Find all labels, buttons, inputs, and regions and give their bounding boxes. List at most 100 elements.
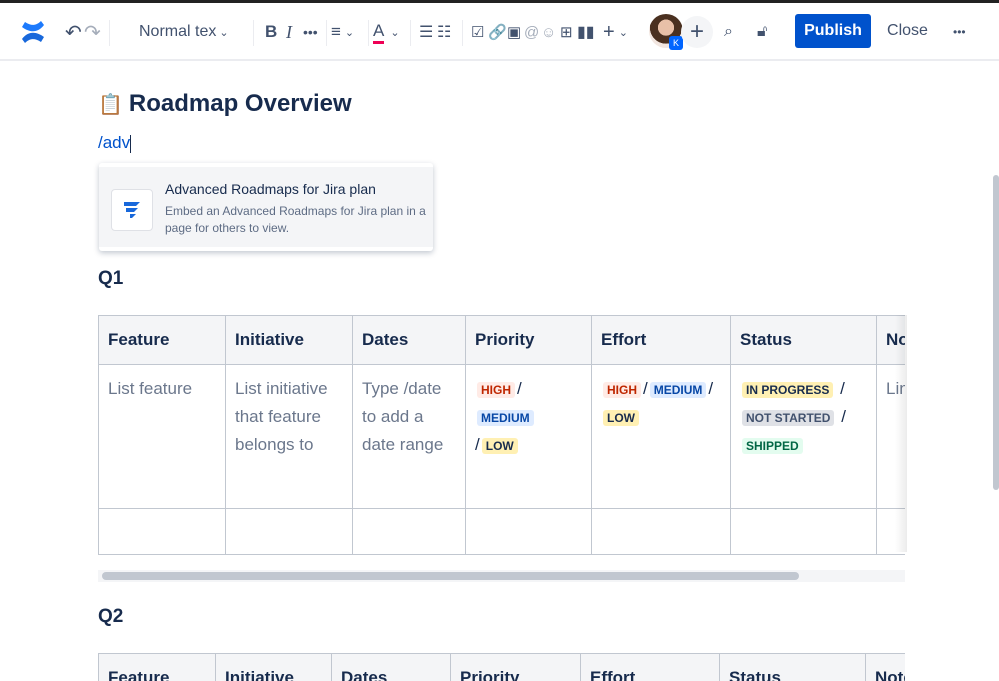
- redo-icon[interactable]: ↷: [84, 21, 101, 44]
- separator: /: [475, 435, 480, 454]
- slash-command-input[interactable]: /adv: [98, 133, 132, 153]
- cell-initiative[interactable]: List initiative that feature belongs to: [225, 364, 353, 509]
- menu-item-description: Embed an Advanced Roadmaps for Jira plan…: [165, 204, 426, 235]
- window-top-border: [0, 0, 999, 3]
- status-lozenge-high[interactable]: HIGH: [477, 382, 515, 398]
- header-status[interactable]: Status: [730, 315, 877, 365]
- cell-empty[interactable]: [352, 508, 466, 555]
- status-lozenge-high[interactable]: HIGH: [603, 382, 641, 398]
- table-overflow-shadow: [895, 315, 907, 552]
- page-title-text: Roadmap Overview: [128, 90, 352, 117]
- numbered-list-icon[interactable]: ☷: [437, 24, 452, 41]
- header-priority[interactable]: Priority: [465, 315, 592, 365]
- italic-icon[interactable]: I: [286, 21, 292, 42]
- header-dates[interactable]: Dates: [331, 653, 451, 681]
- status-lozenge-in-progress[interactable]: IN PROGRESS: [742, 382, 834, 398]
- editor-toolbar: ↶ ↷ Normal tex ⌄ B I ••• ≡ ⌄ A ⌄ ☰ ☷ ☑ 🔗 ▣ …: [0, 3, 999, 61]
- header-feature[interactable]: Feature: [98, 315, 226, 365]
- separator: /: [841, 407, 846, 426]
- header-notes[interactable]: Notes: [865, 653, 905, 681]
- separator: /: [708, 379, 714, 398]
- cell-empty[interactable]: [225, 508, 353, 555]
- status-lozenge-not-started[interactable]: NOT STARTED: [742, 410, 835, 426]
- header-dates[interactable]: Dates: [352, 315, 466, 365]
- header-feature[interactable]: Feature: [98, 653, 216, 681]
- status-lozenge-low[interactable]: LOW: [603, 410, 639, 426]
- header-initiative[interactable]: Initiative: [225, 315, 353, 365]
- table-header-row: Feature Initiative Dates Priority Effort…: [98, 315, 905, 365]
- emoji-icon[interactable]: ☺: [541, 23, 557, 41]
- align-icon[interactable]: ≡ ⌄: [331, 22, 355, 41]
- image-icon[interactable]: ▣: [507, 24, 522, 41]
- page-title[interactable]: 📋 Roadmap Overview: [98, 90, 352, 118]
- mention-icon[interactable]: @: [524, 23, 540, 41]
- divider: [109, 20, 110, 46]
- header-effort[interactable]: Effort: [591, 315, 731, 365]
- link-icon[interactable]: 🔗: [488, 24, 507, 41]
- divider: [410, 20, 411, 46]
- action-item-icon[interactable]: ☑: [471, 24, 485, 41]
- section-heading-q1: Q1: [98, 268, 124, 289]
- text-style-label: Normal tex: [139, 23, 217, 40]
- section-heading-q2: Q2: [98, 606, 124, 627]
- page-vertical-scrollbar[interactable]: [993, 175, 999, 490]
- text-caret: [130, 134, 132, 153]
- confluence-logo-icon[interactable]: [20, 3, 46, 61]
- table-row-empty: [98, 508, 905, 555]
- unlock-icon[interactable]: 🔓︎: [757, 23, 768, 40]
- cell-priority[interactable]: HIGH/MEDIUM / LOW: [465, 364, 592, 509]
- text-color-icon[interactable]: A ⌄: [373, 3, 400, 61]
- cell-feature[interactable]: List feature: [98, 364, 226, 509]
- publish-button[interactable]: Publish: [795, 14, 871, 48]
- insert-plus-icon[interactable]: + ⌄: [603, 20, 628, 43]
- header-priority[interactable]: Priority: [450, 653, 581, 681]
- text-style-dropdown[interactable]: Normal tex ⌄: [139, 3, 229, 61]
- header-effort[interactable]: Effort: [580, 653, 720, 681]
- q1-table: Feature Initiative Dates Priority Effort…: [98, 315, 905, 555]
- table-row: List feature List initiative that featur…: [98, 364, 905, 509]
- command-text: /adv: [98, 133, 131, 152]
- bold-icon[interactable]: B: [265, 22, 278, 41]
- cell-empty[interactable]: [591, 508, 731, 555]
- divider: [368, 20, 369, 46]
- status-lozenge-shipped[interactable]: SHIPPED: [742, 438, 803, 454]
- separator: /: [643, 379, 648, 398]
- undo-icon[interactable]: ↶: [65, 21, 82, 44]
- avatar-badge: K: [669, 36, 683, 50]
- divider: [462, 20, 463, 46]
- scrollbar-thumb[interactable]: [102, 572, 799, 580]
- cell-effort[interactable]: HIGH / MEDIUM / LOW: [591, 364, 731, 509]
- invite-button[interactable]: +: [681, 16, 713, 48]
- table-horizontal-scrollbar[interactable]: [98, 570, 905, 582]
- table-header-row: Feature Initiative Dates Priority Effort…: [98, 653, 905, 681]
- more-formatting-icon[interactable]: •••: [303, 24, 318, 40]
- search-icon[interactable]: ⌕: [724, 23, 733, 40]
- cell-empty[interactable]: [98, 508, 226, 555]
- status-lozenge-medium[interactable]: MEDIUM: [477, 410, 534, 426]
- divider: [326, 20, 327, 46]
- cell-status[interactable]: IN PROGRESS / NOT STARTED / SHIPPED: [730, 364, 877, 509]
- cell-empty[interactable]: [465, 508, 592, 555]
- cell-empty[interactable]: [730, 508, 877, 555]
- menu-item-title: Advanced Roadmaps for Jira plan: [165, 181, 376, 197]
- bullet-list-icon[interactable]: ☰: [419, 24, 434, 41]
- clipboard-icon: 📋: [98, 93, 123, 116]
- more-options-icon[interactable]: •••: [953, 25, 966, 39]
- separator: /: [517, 379, 522, 398]
- table-icon[interactable]: ⊞: [560, 24, 573, 41]
- q2-table: Feature Initiative Dates Priority Effort…: [98, 653, 905, 681]
- cell-empty[interactable]: [876, 508, 905, 555]
- cell-dates[interactable]: Type /date to add a date range: [352, 364, 466, 509]
- menu-item-advanced-roadmaps[interactable]: Advanced Roadmaps for Jira plan Embed an…: [99, 167, 433, 247]
- status-lozenge-low[interactable]: LOW: [481, 438, 518, 454]
- header-status[interactable]: Status: [719, 653, 866, 681]
- divider: [253, 20, 254, 46]
- slash-command-menu: Advanced Roadmaps for Jira plan Embed an…: [99, 163, 433, 251]
- header-initiative[interactable]: Initiative: [215, 653, 332, 681]
- header-notes[interactable]: Notes: [876, 315, 905, 365]
- chevron-down-icon: ⌄: [219, 26, 229, 39]
- layout-icon[interactable]: ▮▮: [577, 24, 595, 41]
- close-button[interactable]: Close: [887, 22, 928, 39]
- status-lozenge-medium[interactable]: MEDIUM: [649, 382, 707, 398]
- jira-roadmaps-icon: [111, 189, 153, 231]
